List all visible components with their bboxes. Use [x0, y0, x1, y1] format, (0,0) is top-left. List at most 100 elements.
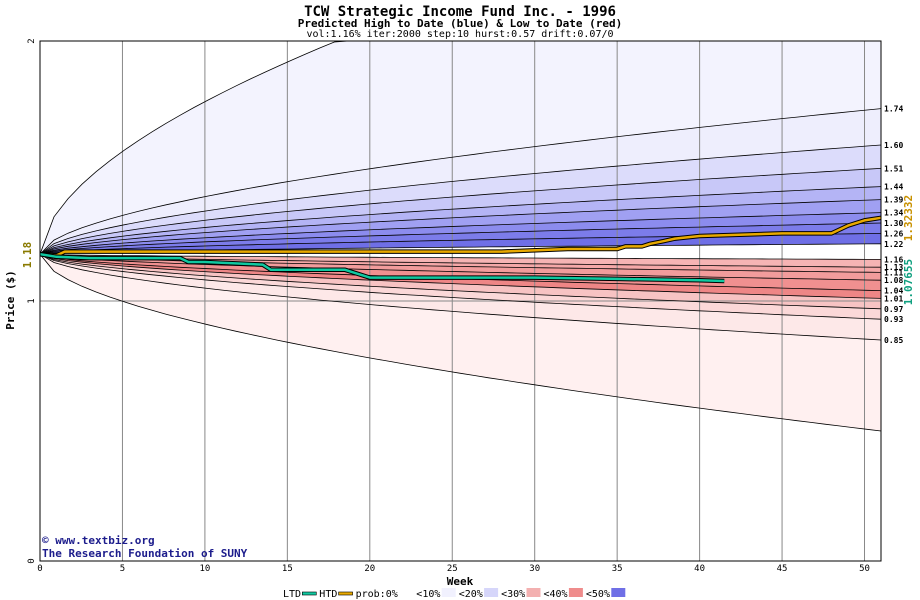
upper-percentile-line-2 [39, 144, 882, 255]
credit-org: The Research Foundation of SUNY [42, 547, 248, 560]
band-upper-1 [40, 108, 881, 255]
x-tick-label: 25 [447, 564, 458, 574]
percentile-label: 1.04 [884, 287, 903, 296]
percentile-label: 1.39 [884, 196, 903, 205]
legend-item: <20% [459, 588, 499, 600]
y-tick-label: 2 [27, 38, 37, 43]
upper-percentile-line-4 [39, 186, 882, 255]
percentile-label: 1.26 [884, 229, 903, 238]
percentile-label: 1.30 [884, 219, 903, 228]
start-price-label: 1.18 [21, 242, 34, 269]
x-tick-label: 35 [612, 564, 623, 574]
upper-percentile-line-1 [39, 108, 882, 255]
x-tick-label: 40 [694, 564, 705, 574]
percentile-label: 1.22 [884, 240, 903, 249]
upper-percentile-line-3 [39, 168, 882, 255]
chart-subtitle: Predicted High to Date (blue) & Low to D… [298, 17, 623, 30]
lower-percentile-line-8 [39, 253, 882, 320]
legend-swatch [441, 588, 456, 597]
x-tick-label: 20 [364, 564, 375, 574]
htd-series-line [39, 252, 725, 283]
ltd-final-label: 1.32332 [902, 195, 915, 241]
percentile-label: 0.97 [884, 305, 903, 314]
percentile-label: 1.16 [884, 255, 903, 264]
legend-swatch [484, 588, 499, 597]
copyright-icon: © [42, 534, 55, 547]
legend-swatch [338, 591, 353, 596]
legend-label: LTD [283, 589, 301, 600]
chart-params: vol:1.16% iter:2000 step:10 hurst:0.57 d… [306, 29, 613, 40]
upper-percentile-line-5 [39, 199, 882, 255]
ltd-series-line [39, 216, 882, 257]
legend-label: <40% [544, 589, 568, 600]
chart-title: TCW Strategic Income Fund Inc. - 1996 [304, 4, 616, 20]
band-lower-8 [40, 254, 881, 340]
outer-lower-line [39, 253, 882, 432]
plot-frame [39, 40, 882, 562]
htd-final-label: 1.07655 [902, 259, 915, 305]
x-tick-label: 50 [859, 564, 870, 574]
legend-item: <10% [416, 588, 456, 600]
credit-url-text: www.textbiz.org [55, 534, 154, 547]
band-lower-outer [40, 254, 881, 431]
percentile-label: 1.44 [884, 183, 903, 192]
percentile-label: 1.51 [884, 164, 903, 173]
lower-percentile-line-3 [39, 253, 882, 273]
y-tick-label: 0 [27, 558, 37, 563]
legend-swatch [568, 588, 583, 597]
band-upper-2 [40, 145, 881, 255]
y-tick-label: 1 [27, 298, 37, 303]
band-upper-4 [40, 186, 881, 255]
y-axis-title: Price ($) [4, 270, 17, 330]
percentile-label: 1.13 [884, 263, 903, 272]
legend-item: <30% [501, 588, 541, 600]
band-lower-1 [40, 254, 881, 268]
band-upper-7 [40, 223, 881, 255]
legend-label: HTD [319, 589, 337, 600]
x-axis-title: Week [447, 575, 474, 588]
legend-swatch [301, 591, 317, 596]
x-tick-label: 45 [777, 564, 788, 574]
percentile-label: 1.60 [884, 141, 903, 150]
percentile-label: 1.01 [884, 294, 903, 303]
percentile-label: 0.93 [884, 315, 903, 324]
legend-label: <20% [459, 589, 483, 600]
percentile-label: 1.11 [884, 268, 903, 277]
legend-label: <30% [501, 589, 525, 600]
band-lower-6 [40, 254, 881, 309]
lower-percentile-line-9 [39, 253, 882, 341]
upper-percentile-line-7 [39, 222, 882, 255]
lower-percentile-line-4 [39, 253, 882, 281]
legend-swatch [526, 588, 541, 597]
upper-percentile-line-6 [39, 212, 882, 255]
credit-url: © www.textbiz.org [42, 534, 155, 547]
lower-percentile-line-7 [39, 253, 882, 310]
band-lower-3 [40, 254, 881, 281]
band-lower-5 [40, 254, 881, 299]
legend: LTD HTD prob:0% <10% <20% <30% <40% <50% [283, 588, 626, 600]
x-tick-label: 5 [120, 564, 125, 574]
percentile-label: 1.08 [884, 276, 903, 285]
percentile-label: 1.34 [884, 209, 903, 218]
legend-swatch [399, 588, 414, 597]
legend-item: <50% [586, 588, 626, 600]
percentile-label: 0.85 [884, 336, 903, 345]
band-lower-7 [40, 254, 881, 320]
percentile-label: 1.74 [884, 105, 903, 114]
legend-item: prob:0% [356, 588, 414, 600]
x-tick-label: 15 [282, 564, 293, 574]
legend-item: <40% [544, 588, 583, 600]
band-upper-outer [40, 41, 881, 255]
lower-percentile-line-6 [39, 253, 882, 299]
band-upper-5 [40, 199, 881, 255]
legend-label: <50% [586, 589, 610, 600]
legend-item: HTD [319, 589, 353, 600]
legend-item: LTD [283, 589, 317, 600]
credits: © www.textbiz.org The Research Foundatio… [42, 534, 248, 560]
x-tick-label: 10 [199, 564, 210, 574]
band-upper-6 [40, 212, 881, 255]
legend-swatch [611, 588, 626, 597]
legend-label: <10% [416, 589, 440, 600]
legend-label: prob:0% [356, 589, 398, 600]
